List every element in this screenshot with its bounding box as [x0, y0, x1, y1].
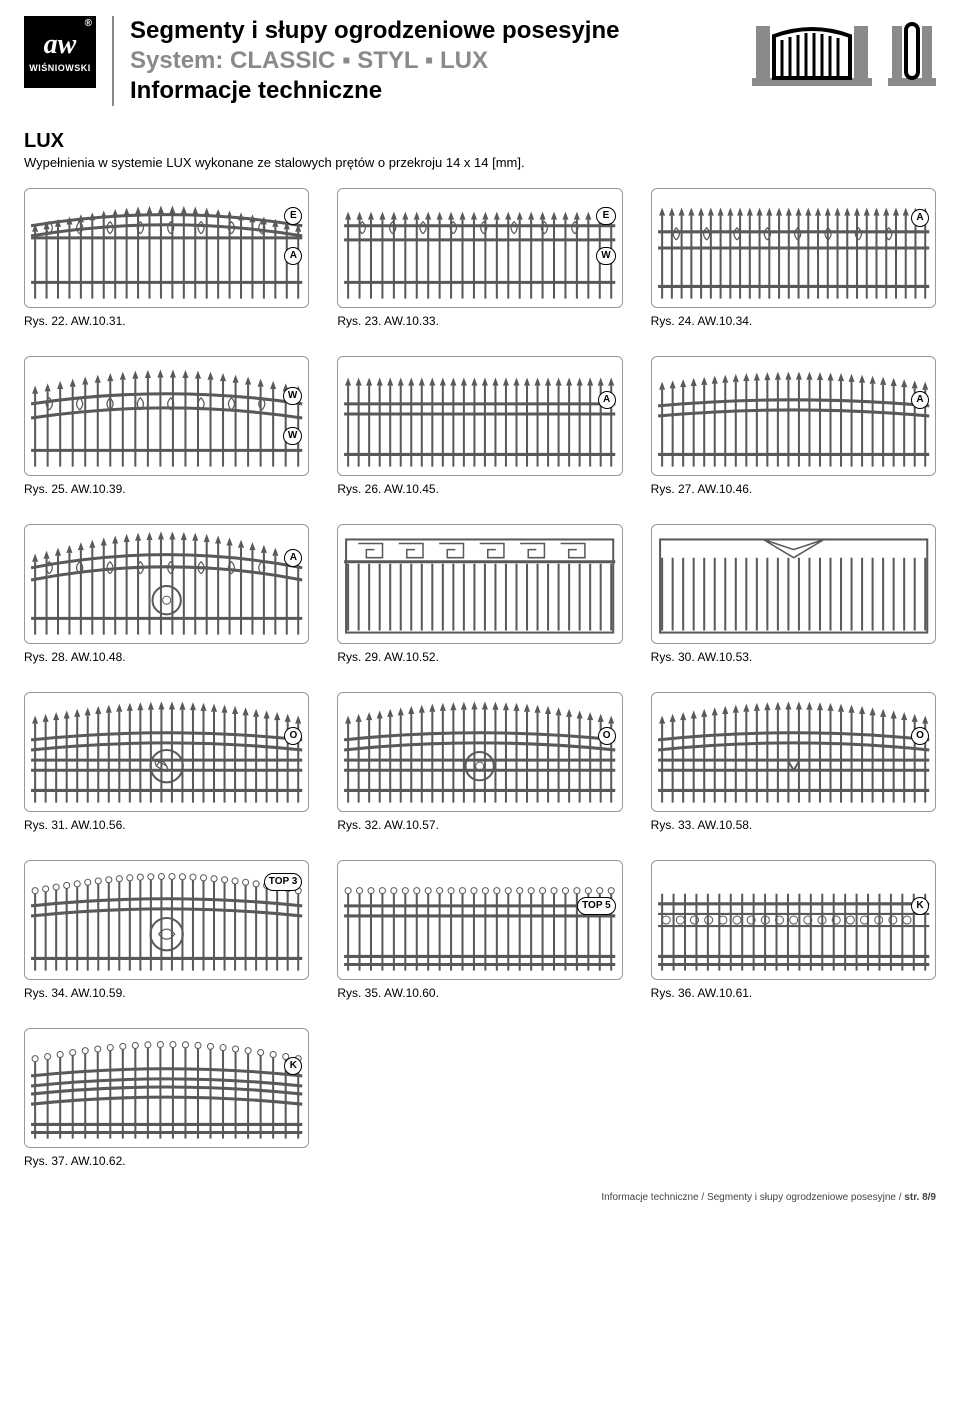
figure-cell: Rys. 30. AW.10.53.: [651, 524, 936, 664]
variant-badge: O: [284, 727, 302, 745]
figure-cell: WWRys. 25. AW.10.39.: [24, 356, 309, 496]
figure-caption: Rys. 33. AW.10.58.: [651, 818, 936, 832]
figure-caption: Rys. 32. AW.10.57.: [337, 818, 622, 832]
variant-badge: W: [596, 247, 615, 265]
figure-grid: EARys. 22. AW.10.31.EWRys. 23. AW.10.33.…: [24, 188, 936, 1168]
logo-glyph: aw: [44, 31, 77, 59]
figure-cell: A Rys. 28. AW.10.48.: [24, 524, 309, 664]
figure-cell: EARys. 22. AW.10.31.: [24, 188, 309, 328]
title-block: Segmenty i słupy ogrodzeniowe posesyjne …: [112, 16, 736, 106]
variant-badge: A: [284, 549, 302, 567]
fence-thumbnail: O: [337, 692, 622, 812]
figure-cell: A Rys. 26. AW.10.45.: [337, 356, 622, 496]
figure-caption: Rys. 27. AW.10.46.: [651, 482, 936, 496]
logo-subtext: WIŚNIOWSKI: [29, 63, 91, 73]
variant-badge: W: [283, 427, 302, 445]
figure-caption: Rys. 23. AW.10.33.: [337, 314, 622, 328]
figure-cell: A Rys. 27. AW.10.46.: [651, 356, 936, 496]
variant-badge: E: [284, 207, 302, 225]
fence-thumbnail: A: [651, 356, 936, 476]
figure-cell: K Rys. 37. AW.10.62.: [24, 1028, 309, 1168]
page-title: Segmenty i słupy ogrodzeniowe posesyjne: [130, 16, 736, 46]
fence-thumbnail: O: [24, 692, 309, 812]
figure-caption: Rys. 35. AW.10.60.: [337, 986, 622, 1000]
brand-logo: ® aw WIŚNIOWSKI: [24, 16, 96, 88]
section-description: Wypełnienia w systemie LUX wykonane ze s…: [24, 155, 936, 170]
figure-cell: TOP 5 Rys. 35. AW.10.60.: [337, 860, 622, 1000]
figure-caption: Rys. 36. AW.10.61.: [651, 986, 936, 1000]
variant-badge: A: [284, 247, 302, 265]
figure-caption: Rys. 25. AW.10.39.: [24, 482, 309, 496]
figure-cell: A Rys. 24. AW.10.34.: [651, 188, 936, 328]
section-title: LUX: [24, 130, 936, 153]
figure-caption: Rys. 26. AW.10.45.: [337, 482, 622, 496]
fence-thumbnail: WW: [24, 356, 309, 476]
fence-thumbnail: A: [337, 356, 622, 476]
variant-badge: A: [911, 391, 929, 409]
variant-badge: K: [911, 897, 929, 915]
fence-thumbnail: TOP 5: [337, 860, 622, 980]
fence-thumbnail: [651, 524, 936, 644]
fence-thumbnail: A: [651, 188, 936, 308]
figure-cell: O Rys. 32. AW.10.57.: [337, 692, 622, 832]
footer-text: Informacje techniczne / Segmenty i słupy…: [601, 1192, 904, 1203]
page-footer: Informacje techniczne / Segmenty i słupy…: [24, 1192, 936, 1203]
figure-caption: Rys. 37. AW.10.62.: [24, 1154, 309, 1168]
variant-badge: O: [598, 727, 616, 745]
variant-badge: E: [596, 207, 615, 225]
figure-cell: TOP 3 Rys. 34. AW.10.59.: [24, 860, 309, 1000]
post-icon: [888, 16, 936, 88]
page-header: ® aw WIŚNIOWSKI Segmenty i słupy ogrodze…: [24, 16, 936, 106]
page-subtitle: System: CLASSIC ▪ STYL ▪ LUX: [130, 46, 736, 76]
fence-thumbnail: K: [651, 860, 936, 980]
page-info-label: Informacje techniczne: [130, 76, 736, 106]
figure-cell: O Rys. 31. AW.10.56.: [24, 692, 309, 832]
fence-thumbnail: EA: [24, 188, 309, 308]
figure-cell: K Rys. 36. AW.10.61.: [651, 860, 936, 1000]
fence-thumbnail: [337, 524, 622, 644]
registered-icon: ®: [85, 18, 92, 29]
variant-badge: O: [911, 727, 929, 745]
variant-badge: TOP 5: [577, 897, 616, 915]
figure-caption: Rys. 30. AW.10.53.: [651, 650, 936, 664]
figure-cell: O Rys. 33. AW.10.58.: [651, 692, 936, 832]
figure-caption: Rys. 28. AW.10.48.: [24, 650, 309, 664]
fence-thumbnail: EW: [337, 188, 622, 308]
variant-badge: W: [283, 387, 302, 405]
variant-badge: A: [911, 209, 929, 227]
fence-thumbnail: A: [24, 524, 309, 644]
figure-caption: Rys. 29. AW.10.52.: [337, 650, 622, 664]
figure-caption: Rys. 31. AW.10.56.: [24, 818, 309, 832]
figure-caption: Rys. 34. AW.10.59.: [24, 986, 309, 1000]
fence-thumbnail: O: [651, 692, 936, 812]
figure-cell: EWRys. 23. AW.10.33.: [337, 188, 622, 328]
figure-caption: Rys. 22. AW.10.31.: [24, 314, 309, 328]
variant-badge: TOP 3: [264, 873, 303, 891]
fence-thumbnail: TOP 3: [24, 860, 309, 980]
header-icons: [752, 16, 936, 88]
gate-icon: [752, 16, 872, 88]
variant-badge: A: [598, 391, 616, 409]
footer-page: str. 8/9: [904, 1192, 936, 1203]
figure-cell: Rys. 29. AW.10.52.: [337, 524, 622, 664]
variant-badge: K: [284, 1057, 302, 1075]
figure-caption: Rys. 24. AW.10.34.: [651, 314, 936, 328]
fence-thumbnail: K: [24, 1028, 309, 1148]
